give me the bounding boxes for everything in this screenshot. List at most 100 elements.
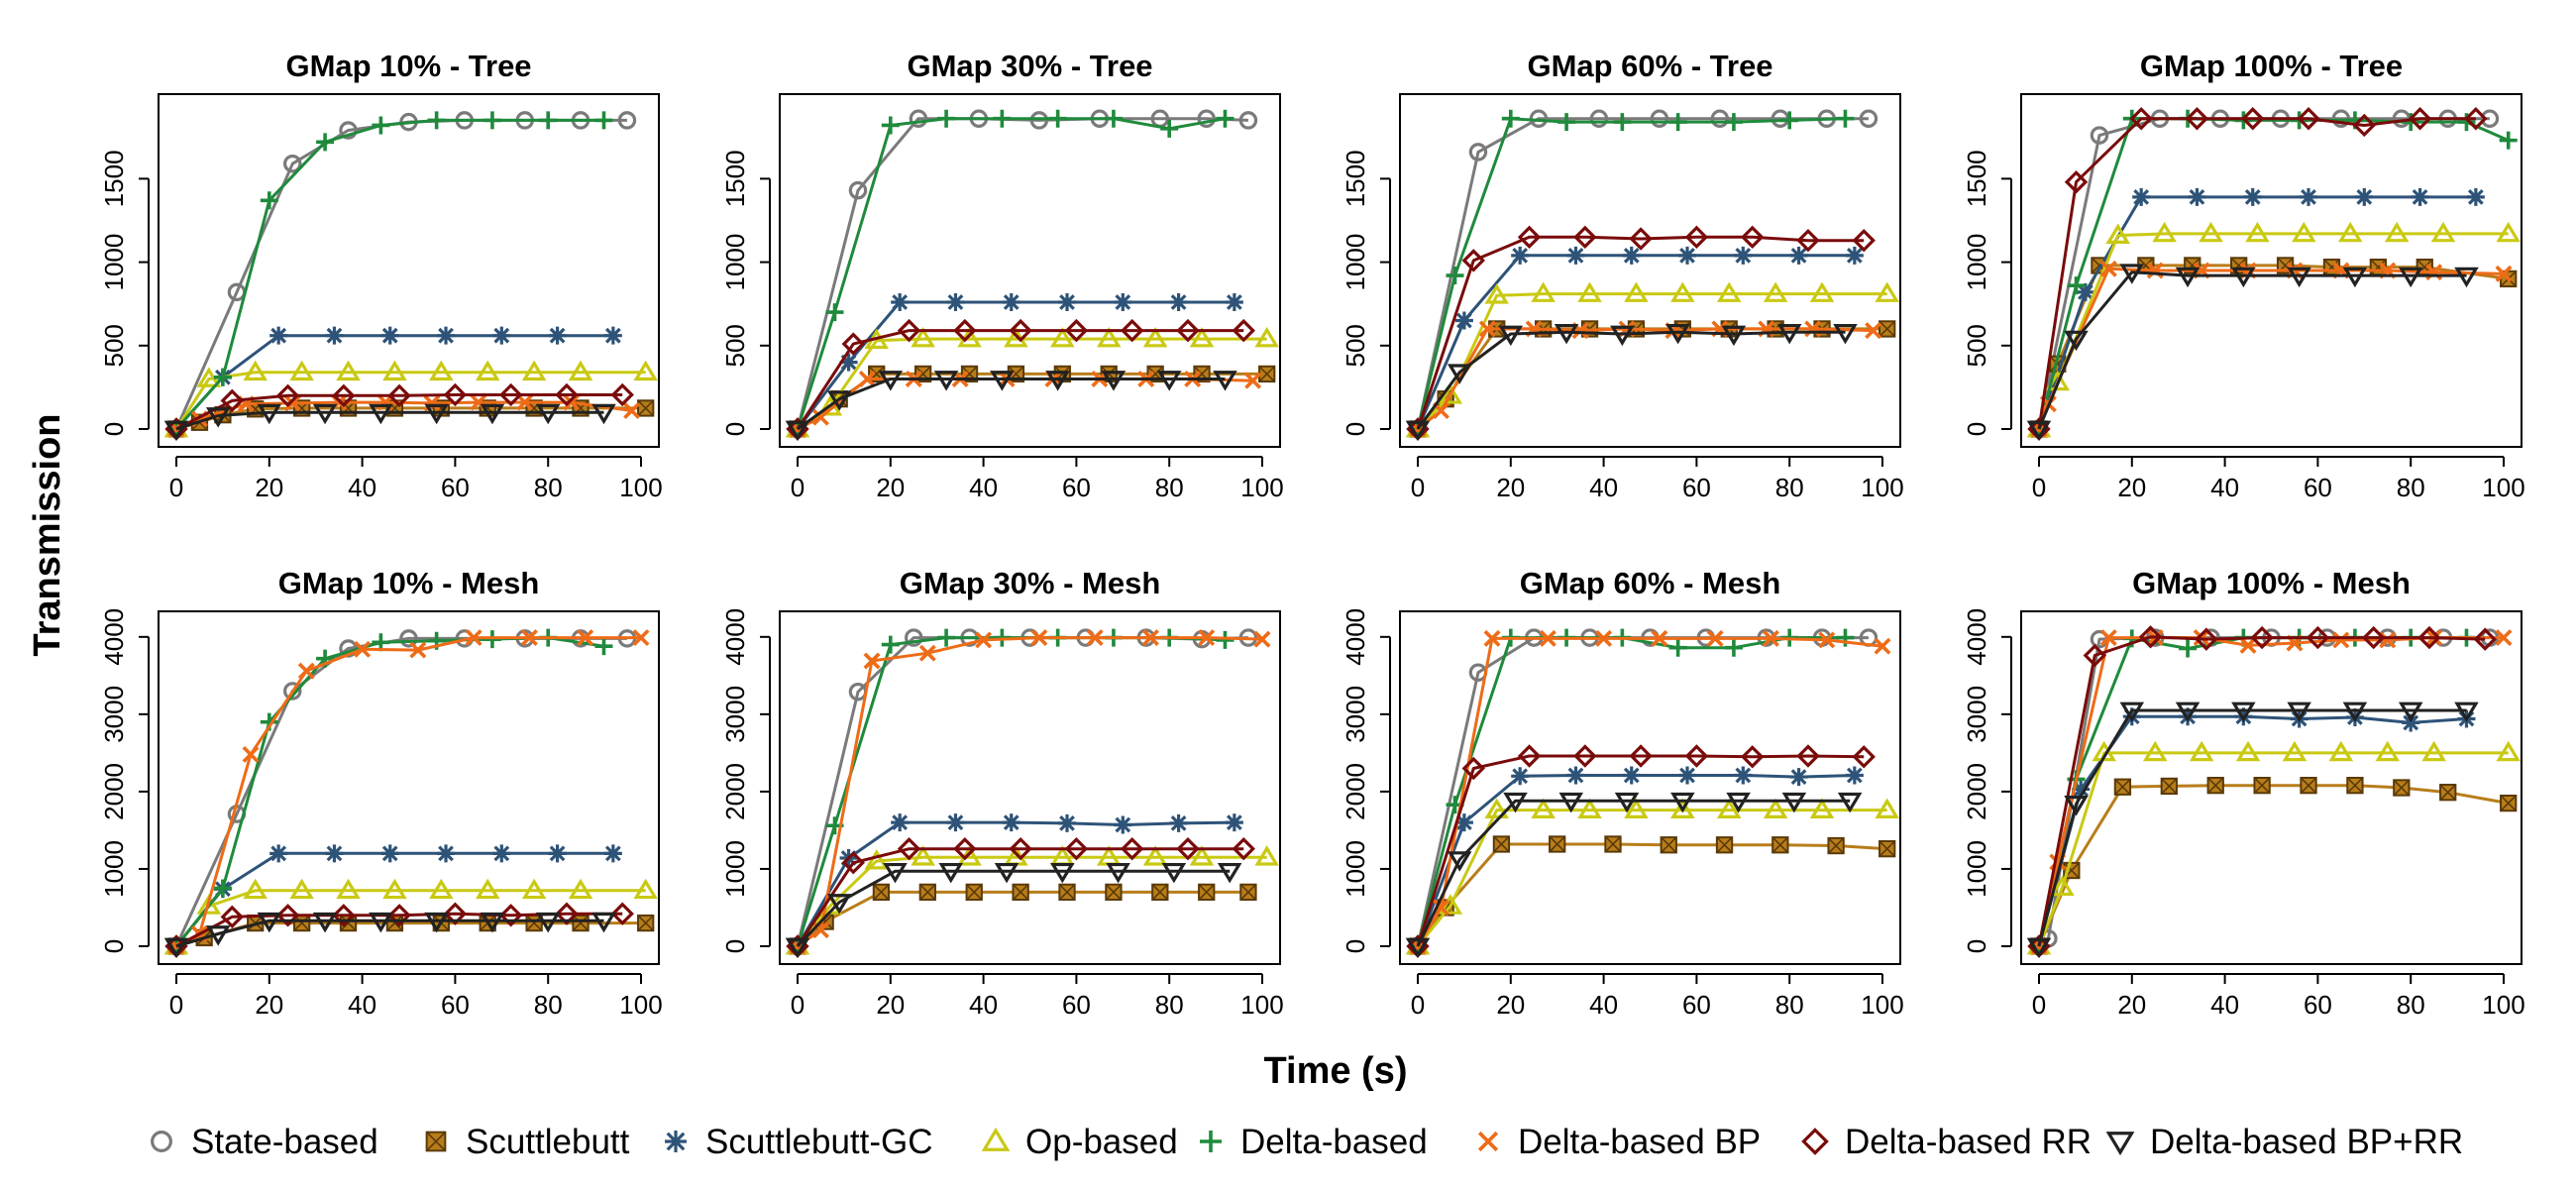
series-line xyxy=(797,636,1263,948)
data-point xyxy=(872,883,891,902)
y-tick-label: 2000 xyxy=(720,763,750,820)
data-point xyxy=(325,326,344,345)
legend-label: Delta-based xyxy=(1240,1123,1428,1161)
data-point xyxy=(1225,813,1243,832)
data-point xyxy=(1577,281,1602,302)
data-point xyxy=(1668,113,1687,132)
y-tick-label: 1000 xyxy=(1341,234,1370,291)
x-tick-label: 40 xyxy=(348,990,376,1020)
data-point xyxy=(1539,629,1556,647)
legend-marker xyxy=(1477,1131,1499,1152)
x-tick-label: 20 xyxy=(876,990,905,1020)
series-scuttlebutt xyxy=(2030,257,2518,438)
y-axis: 0 1000 2000 3000 4000 xyxy=(1962,608,2012,953)
data-point xyxy=(1511,246,1530,265)
data-point xyxy=(1438,383,1463,404)
data-point xyxy=(2342,702,2368,723)
series-line xyxy=(796,869,1231,948)
data-point xyxy=(196,367,222,387)
series-line xyxy=(2037,270,2467,430)
series-line xyxy=(174,851,613,947)
data-point xyxy=(1710,109,1730,128)
x-axis: 0 20 40 60 80 100 xyxy=(2032,456,2525,502)
data-point xyxy=(1101,371,1127,391)
data-point xyxy=(437,844,456,863)
data-point xyxy=(1684,744,1709,768)
y-axis: 0 500 1000 1500 xyxy=(1962,150,2012,436)
data-point xyxy=(2379,631,2397,649)
data-point xyxy=(2375,740,2401,762)
data-point xyxy=(2480,109,2500,128)
data-point xyxy=(591,912,616,933)
data-point xyxy=(2119,264,2145,284)
y-tick-label: 1000 xyxy=(720,234,750,291)
data-point xyxy=(1706,629,1724,647)
x-tick-label: 0 xyxy=(791,990,805,1020)
series-line xyxy=(1416,327,1887,431)
x-axis: 0 20 40 60 80 100 xyxy=(1411,456,1904,502)
series-line xyxy=(2037,267,2505,430)
data-point xyxy=(382,360,407,381)
series-line xyxy=(174,118,627,430)
data-point xyxy=(1176,318,1200,343)
series-line xyxy=(796,329,1244,430)
legend-label: State-based xyxy=(191,1123,378,1161)
x-tick-label: 60 xyxy=(2304,473,2332,502)
series-op-based xyxy=(1405,798,1899,955)
series-line xyxy=(797,337,1267,431)
data-point xyxy=(897,836,921,861)
series-line xyxy=(797,378,1253,431)
data-point xyxy=(623,402,641,419)
data-point xyxy=(483,630,501,649)
y-tick-label: 1500 xyxy=(1962,150,1991,207)
data-point xyxy=(825,303,844,322)
plot-frame xyxy=(2020,610,2522,965)
data-point xyxy=(2206,777,2224,795)
y-tick-label: 1000 xyxy=(1962,840,1991,898)
data-point xyxy=(1763,281,1788,302)
legend-marker xyxy=(425,1131,447,1152)
y-tick-label: 4000 xyxy=(1962,608,1991,666)
y-tick-label: 3000 xyxy=(1341,686,1370,743)
series-scuttlebutt-gc xyxy=(2030,187,2485,438)
data-point xyxy=(480,403,505,425)
x-tick-label: 80 xyxy=(534,990,563,1020)
data-point xyxy=(275,904,300,927)
data-point xyxy=(1721,325,1747,347)
series-delta-based xyxy=(167,111,613,438)
x-tick-label: 20 xyxy=(876,473,905,502)
data-point xyxy=(424,403,449,425)
data-point xyxy=(275,383,300,408)
data-point xyxy=(2398,267,2423,288)
y-tick-label: 1000 xyxy=(1962,234,1991,291)
data-point xyxy=(1058,883,1076,902)
data-point xyxy=(2189,740,2214,762)
data-point xyxy=(1878,840,1896,858)
legend-marker xyxy=(2105,1132,2135,1156)
series-line xyxy=(2037,117,2510,430)
data-point xyxy=(289,360,314,381)
data-point xyxy=(1029,111,1049,130)
data-point xyxy=(369,912,393,933)
data-point xyxy=(1610,325,1635,347)
data-point xyxy=(2160,777,2178,796)
data-point xyxy=(2352,113,2377,138)
data-point xyxy=(1176,836,1200,861)
data-point xyxy=(354,640,372,658)
data-point xyxy=(2355,187,2374,206)
data-point xyxy=(1232,318,1255,343)
data-point xyxy=(387,383,411,408)
data-point xyxy=(1238,111,1258,130)
plot-frame xyxy=(779,93,1281,448)
data-point xyxy=(2439,784,2457,802)
x-tick-label: 100 xyxy=(1240,990,1283,1020)
data-point xyxy=(1796,228,1820,253)
series-line xyxy=(1416,809,1887,947)
data-point xyxy=(603,326,622,345)
series-line xyxy=(2037,232,2509,430)
data-point xyxy=(1213,371,1237,391)
data-point xyxy=(2496,740,2521,762)
data-point xyxy=(1002,813,1020,832)
data-point xyxy=(953,836,977,861)
data-point xyxy=(475,360,500,381)
